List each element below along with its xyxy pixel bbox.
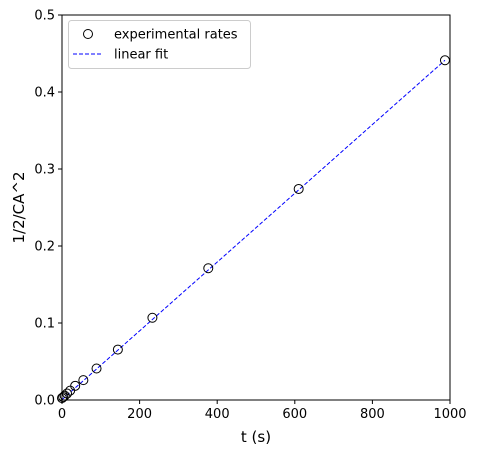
data-point xyxy=(78,375,89,386)
data-point xyxy=(293,183,304,194)
legend-label-experimental: experimental rates xyxy=(114,28,238,43)
y-tick-label: 0.2 xyxy=(34,240,55,255)
data-point xyxy=(147,312,158,323)
y-tick-label: 0.5 xyxy=(34,9,55,24)
linear-fit-line xyxy=(61,59,446,400)
x-tick-label: 1000 xyxy=(433,407,466,422)
y-tick-label: 0.0 xyxy=(34,394,55,409)
legend-frame xyxy=(68,20,251,69)
legend[interactable]: experimental rates linear fit xyxy=(68,20,251,69)
data-point xyxy=(112,344,123,355)
data-point xyxy=(58,392,69,403)
data-point xyxy=(439,55,450,66)
y-tick-label: 0.4 xyxy=(34,86,55,101)
plot-frame xyxy=(61,14,451,401)
data-point xyxy=(203,263,214,274)
y-tick-label: 0.1 xyxy=(34,317,55,332)
x-axis-ticks: 0 200 400 600 800 1000 xyxy=(58,400,467,422)
x-tick-label: 800 xyxy=(360,407,385,422)
y-axis-ticks: 0.0 0.1 0.2 0.3 0.4 0.5 xyxy=(34,9,62,409)
x-axis-label: t (s) xyxy=(241,428,271,446)
legend-marker-experimental xyxy=(83,29,93,39)
x-tick-label: 0 xyxy=(58,407,66,422)
legend-label-fit: linear fit xyxy=(114,48,168,63)
y-axis-label: 1/2/CA^2 xyxy=(10,171,28,243)
data-point xyxy=(70,380,81,391)
x-tick-label: 200 xyxy=(127,407,152,422)
data-point xyxy=(91,363,102,374)
x-tick-label: 600 xyxy=(282,407,307,422)
data-point xyxy=(62,388,73,399)
y-tick-label: 0.3 xyxy=(34,163,55,178)
x-tick-label: 400 xyxy=(205,407,230,422)
fit-line-layer xyxy=(61,59,446,400)
